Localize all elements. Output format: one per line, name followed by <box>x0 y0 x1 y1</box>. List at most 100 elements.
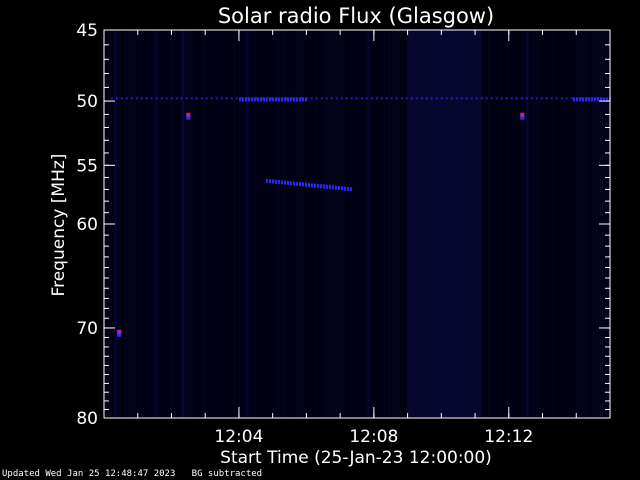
band-dash <box>150 97 153 100</box>
noise-column <box>554 30 556 418</box>
band-dash <box>280 180 283 185</box>
noise-column <box>518 30 520 418</box>
y-tick-label: 50 <box>76 92 98 112</box>
band-dash <box>140 97 143 100</box>
noise-column <box>410 30 412 418</box>
noise-column <box>506 30 508 418</box>
noise-column <box>572 30 574 418</box>
noise-column <box>140 30 142 418</box>
band-dash <box>593 97 596 102</box>
x-axis-label: Start Time (25-Jan-23 12:00:00) <box>220 448 492 468</box>
band-dash <box>450 97 453 100</box>
noise-column <box>362 30 364 418</box>
band-dash <box>495 97 498 100</box>
emission-spots <box>117 112 525 337</box>
updated-timestamp: Updated Wed Jan 25 12:48:47 2023 <box>2 469 176 479</box>
noise-column <box>296 30 298 418</box>
band-dash <box>120 97 123 100</box>
plot-area <box>104 30 610 418</box>
noise-column <box>494 30 496 418</box>
band-dash <box>325 97 328 100</box>
noise-column <box>128 30 130 418</box>
noise-column <box>185 30 187 418</box>
noise-column <box>461 30 463 418</box>
band-dash <box>286 97 289 102</box>
band-dash <box>265 178 268 183</box>
band-dash <box>430 97 433 100</box>
noise-column <box>245 30 247 418</box>
noise-column <box>269 30 271 418</box>
noise-column <box>527 30 529 418</box>
noise-column <box>479 30 481 418</box>
band-dash <box>435 97 438 100</box>
noise-column <box>287 30 289 418</box>
noise-column <box>233 30 235 418</box>
band-dash <box>350 97 353 100</box>
band-dash <box>420 97 423 100</box>
noise-column <box>590 30 592 418</box>
noise-column <box>536 30 538 418</box>
band-dash <box>274 97 277 102</box>
noise-column <box>488 30 490 418</box>
band-dash <box>405 97 408 100</box>
noise-column <box>206 30 208 418</box>
noise-column <box>545 30 547 418</box>
noise-column <box>386 30 388 418</box>
band-dash <box>455 97 458 100</box>
band-dash <box>365 97 368 100</box>
footer: Updated Wed Jan 25 12:48:47 2023 BG subt… <box>2 469 262 479</box>
noise-column <box>473 30 475 418</box>
streak-column <box>525 30 529 418</box>
y-tick-label: 60 <box>76 215 98 235</box>
noise-column <box>374 30 376 418</box>
band-dash <box>253 97 256 102</box>
noise-column <box>542 30 544 418</box>
y-tick-label: 70 <box>76 319 98 339</box>
emission-spot <box>117 329 122 336</box>
band-dash <box>285 97 288 100</box>
x-tick-label: 12:12 <box>484 427 533 447</box>
noise-column <box>356 30 358 418</box>
band-dash <box>470 97 473 100</box>
noise-column <box>392 30 394 418</box>
band-dash <box>520 97 523 100</box>
y-tick-label: 45 <box>76 21 98 41</box>
band-dash <box>390 97 393 100</box>
noise-column <box>560 30 562 418</box>
band-dash <box>605 97 608 102</box>
band-dash <box>125 97 128 100</box>
band-dash <box>190 97 193 100</box>
band-dash <box>310 97 313 100</box>
noise-column <box>581 30 583 418</box>
noise-column <box>293 30 295 418</box>
band-dash <box>325 184 328 189</box>
band-dash <box>304 97 307 102</box>
band-dash <box>319 184 322 189</box>
noise-column <box>266 30 268 418</box>
emission-band <box>265 178 352 192</box>
noise-column <box>395 30 397 418</box>
noise-column <box>464 30 466 418</box>
band-dash <box>415 97 418 100</box>
band-dash <box>283 180 286 185</box>
noise-column <box>551 30 553 418</box>
dark-column <box>407 30 482 418</box>
band-dash <box>268 179 271 184</box>
noise-column <box>119 30 121 418</box>
band-dash <box>277 97 280 102</box>
band-dash <box>440 97 443 100</box>
band-dash <box>460 97 463 100</box>
noise-column <box>242 30 244 418</box>
band-dash <box>480 97 483 100</box>
streak-column <box>114 30 118 418</box>
y-tick-label: 80 <box>76 409 98 429</box>
noise-column <box>257 30 259 418</box>
band-dash <box>271 179 274 184</box>
band-dash <box>271 97 274 102</box>
noise-column <box>278 30 280 418</box>
streak-column <box>154 30 158 418</box>
noise-column <box>284 30 286 418</box>
streak-column <box>367 30 371 418</box>
noise-column <box>254 30 256 418</box>
noise-column <box>431 30 433 418</box>
